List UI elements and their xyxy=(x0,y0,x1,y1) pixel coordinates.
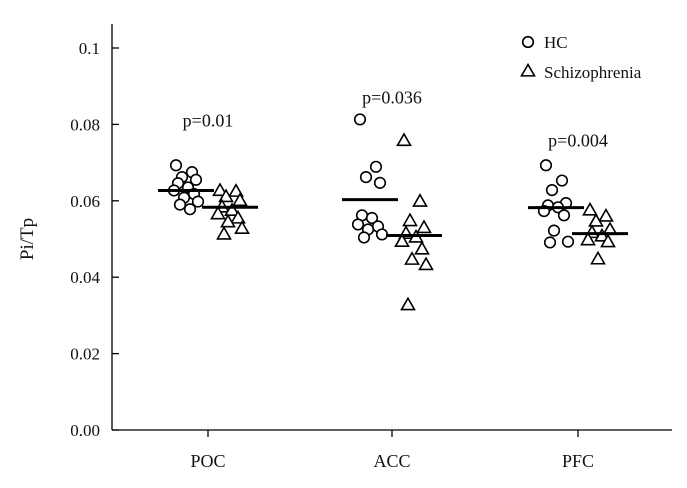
annotations: p=0.01 p=0.036 p=0.004 xyxy=(183,87,608,150)
legend-hc-label: HC xyxy=(544,33,568,52)
y-axis-label: Pi/Tp xyxy=(17,218,38,260)
schizophrenia-point xyxy=(396,132,412,147)
hc-point xyxy=(375,228,389,241)
schizophrenia-point xyxy=(402,212,418,227)
y-tick-label: 0.1 xyxy=(79,39,100,58)
schizophrenia-point xyxy=(224,202,240,217)
axes xyxy=(111,24,672,431)
hc-point xyxy=(191,195,205,208)
schizophrenia-point xyxy=(412,193,428,207)
x-tick-label: ACC xyxy=(373,451,410,471)
hc-point xyxy=(539,159,553,172)
schizophrenia-point xyxy=(598,207,614,222)
y-tick-label: 0.00 xyxy=(70,421,100,440)
hc-point xyxy=(561,235,575,248)
schizophrenia-point xyxy=(400,296,416,311)
y-tick-label: 0.08 xyxy=(70,115,100,134)
schizophrenia-point xyxy=(582,201,598,216)
y-tick-label: 0.04 xyxy=(70,268,100,287)
schizophrenia-point xyxy=(416,219,432,234)
legend-schizophrenia-marker xyxy=(520,62,536,77)
p-value-annotation: p=0.004 xyxy=(548,131,608,151)
schizophrenia-point xyxy=(600,233,616,248)
hc-point xyxy=(353,113,367,126)
schizophrenia-point xyxy=(218,188,234,203)
y-ticks: 0.1 0.08 0.06 0.04 0.02 0.00 xyxy=(70,39,119,440)
legend: HC Schizophrenia xyxy=(520,33,642,82)
schizophrenia-point xyxy=(234,220,250,234)
schizophrenia-point xyxy=(230,209,246,224)
schizophrenia-point xyxy=(210,205,226,220)
legend-schizophrenia-label: Schizophrenia xyxy=(544,63,642,82)
hc-point xyxy=(173,198,187,211)
schizophrenia-point xyxy=(212,182,228,197)
schizophrenia-point xyxy=(228,183,244,197)
hc-point xyxy=(555,174,569,187)
hc-point xyxy=(189,173,203,186)
y-tick-label: 0.06 xyxy=(70,192,100,211)
schizophrenia-point xyxy=(404,251,420,265)
schizophrenia-point xyxy=(394,233,410,247)
p-value-annotation: p=0.01 xyxy=(183,110,234,130)
legend-hc-marker xyxy=(521,35,535,49)
hc-point xyxy=(545,184,559,197)
hc-point xyxy=(369,160,383,173)
x-tick-label: POC xyxy=(190,451,225,471)
schizophrenia-point xyxy=(418,256,434,271)
hc-point xyxy=(359,171,373,184)
hc-point xyxy=(365,211,379,225)
schizophrenia-point xyxy=(414,240,430,255)
hc-point xyxy=(351,218,365,231)
hc-point xyxy=(543,236,557,249)
hc-point xyxy=(183,203,197,216)
hc-point xyxy=(373,176,387,189)
mean-lines xyxy=(158,188,628,238)
schizophrenia-point xyxy=(232,192,248,207)
hc-point xyxy=(557,209,571,222)
p-value-annotation: p=0.036 xyxy=(362,87,422,107)
x-tick-label: PFC xyxy=(562,451,594,471)
schizophrenia-point xyxy=(588,212,604,227)
x-categories: POC ACC PFC xyxy=(190,430,594,471)
y-tick-label: 0.02 xyxy=(70,345,100,364)
hc-point xyxy=(169,159,183,172)
hc-point xyxy=(357,231,371,244)
hc-point xyxy=(547,224,561,237)
schizophrenia-point xyxy=(580,231,596,246)
schizophrenia-point xyxy=(220,213,236,228)
schizophrenia-point xyxy=(590,250,606,265)
schizophrenia-point xyxy=(216,225,232,240)
